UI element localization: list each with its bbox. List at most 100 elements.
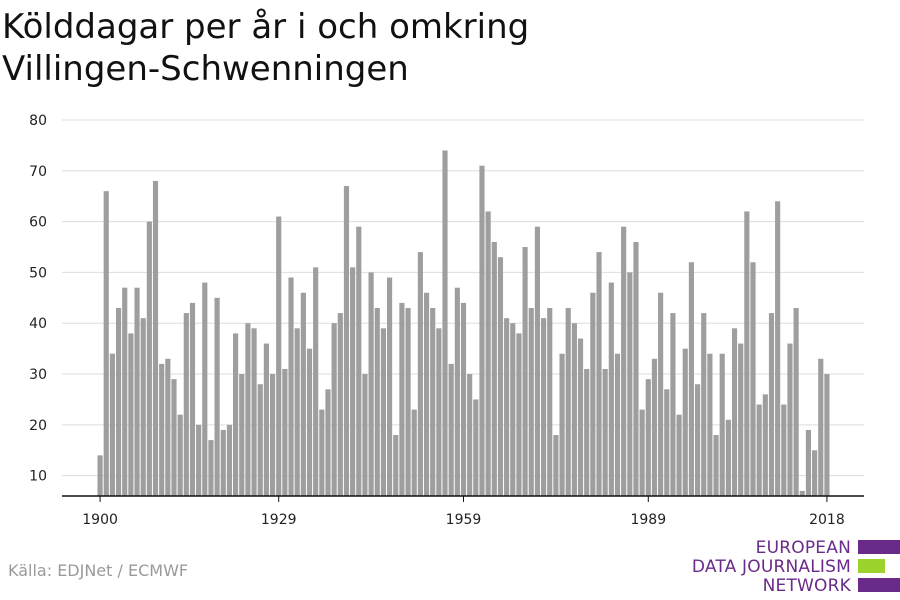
bar-1938 [331,323,337,496]
bar-1911 [165,358,171,496]
bar-1996 [688,262,694,496]
bar-1979 [584,368,590,496]
bar-1990 [651,358,658,496]
bar-1993 [670,313,676,496]
bar-2001 [719,353,725,496]
bar-1903 [115,308,122,496]
bar-2003 [731,328,738,496]
bar-1973 [547,308,553,496]
bar-1949 [399,302,405,496]
bar-1915 [189,302,196,496]
bar-2011 [781,404,787,496]
bar-2016 [812,450,818,496]
logo-bar-purple-bottom [858,578,900,592]
chart-title-line-1: Kölddagar per år i och omkring [2,7,530,47]
bar-1955 [436,328,442,496]
bar-1957 [448,363,454,496]
bar-1945 [374,308,380,496]
logo-bar-purple-top [858,540,900,554]
y-tick-label-50: 50 [29,265,47,281]
bar-1999 [707,353,713,496]
bar-1933 [300,292,306,496]
bar-2014 [799,490,805,496]
bar-1958 [454,287,460,496]
bar-1942 [356,226,362,496]
bar-1974 [553,435,559,496]
bar-2010 [775,201,781,497]
bar-1968 [516,333,522,496]
bar-1989 [645,379,651,496]
logo-text-data-journalism: DATA JOURNALISM [691,557,851,577]
y-tick-label-70: 70 [29,164,47,180]
bar-2000 [713,435,719,496]
bar-1943 [362,374,368,496]
bar-1900 [97,455,103,496]
bar-1994 [676,414,682,496]
bar-1929 [276,216,282,497]
bar-1905 [128,333,134,496]
chart-title-line-2: Villingen-Schwenningen [2,49,409,89]
bar-1941 [350,267,356,496]
x-axis: 1900 1929 1959 1989 2018 [62,495,864,528]
bar-1963 [485,211,491,496]
bar-1980 [590,292,596,496]
bar-1924 [245,323,251,496]
bar-1987 [633,241,639,496]
bar-2008 [762,394,768,496]
bar-1982 [602,368,608,496]
bar-1918 [208,440,214,496]
bar-1931 [288,277,294,496]
bar-1907 [140,318,146,496]
logo-bar-green [858,559,885,573]
bar-1951 [411,409,417,496]
bar-1983 [608,282,614,496]
bar-1936 [319,409,325,496]
bar-1910 [159,363,165,496]
bar-2006 [750,262,756,496]
bar-1976 [565,308,571,496]
bar-2013 [793,308,799,496]
bar-1985 [621,226,627,496]
logo-text-european: EUROPEAN [755,538,851,558]
x-tick-label-1929: 1929 [261,512,297,528]
y-tick-label-40: 40 [29,316,47,332]
bar-1995 [682,348,688,496]
bar-2004 [738,343,744,496]
bar-1991 [658,292,664,496]
bar-1988 [639,409,645,496]
y-tick-label-30: 30 [29,367,47,383]
bar-1962 [479,165,485,497]
bar-1914 [183,313,189,496]
bar-1937 [325,389,331,496]
bar-1946 [380,328,386,496]
y-tick-label-20: 20 [29,418,47,434]
bar-1944 [368,272,374,496]
bar-1967 [510,323,516,496]
x-tick-label-1989: 1989 [630,512,666,528]
bar-2012 [787,343,793,496]
bar-1948 [393,435,399,496]
bar-1947 [387,277,393,496]
bar-1935 [313,267,319,496]
bar-1901 [103,191,109,496]
bar-1923 [239,374,245,496]
x-tick-label-2018: 2018 [809,512,845,528]
bar-1932 [294,328,300,496]
bars [97,150,830,497]
bar-1902 [109,353,115,496]
logo-text-network: NETWORK [762,576,851,596]
x-tick-label-1959: 1959 [446,512,482,528]
bar-1966 [504,318,510,496]
source-credit: Källa: EDJNet / ECMWF [8,561,189,580]
bar-1964 [491,241,497,496]
bar-1912 [171,379,177,496]
bar-1922 [233,333,239,496]
bar-1930 [282,368,288,496]
bar-1917 [202,282,208,496]
bar-2005 [744,211,750,496]
bar-1919 [214,297,220,496]
bar-1972 [541,318,547,496]
chart-title: Kölddagar per år i och omkring Villingen… [2,6,529,90]
bar-1926 [257,384,263,496]
